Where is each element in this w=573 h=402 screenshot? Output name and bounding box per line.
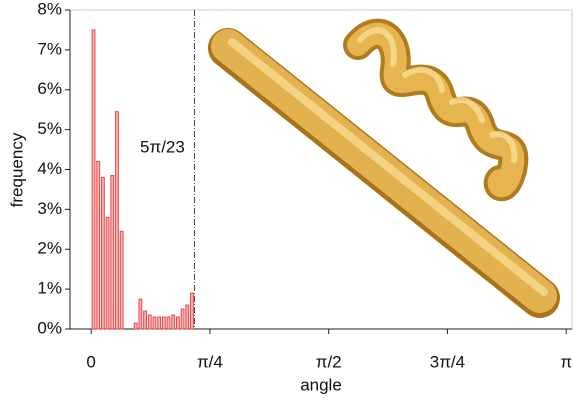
bar	[105, 216, 110, 330]
y-tick-label: 3%	[37, 199, 62, 218]
bar	[119, 230, 124, 330]
bar	[110, 174, 115, 330]
bar	[175, 316, 180, 330]
bar	[100, 176, 105, 330]
y-tick-label: 4%	[37, 159, 62, 178]
x-tick-label: π	[560, 352, 572, 371]
y-tick-label: 5%	[37, 119, 62, 138]
bar	[152, 316, 157, 330]
rod-illustration	[208, 28, 560, 318]
bar	[161, 316, 166, 330]
bar	[147, 314, 152, 330]
bar	[138, 298, 143, 330]
x-tick-label: π/2	[316, 352, 342, 371]
bar	[166, 316, 171, 330]
bar	[157, 316, 162, 330]
bar	[133, 322, 138, 330]
bar	[190, 292, 194, 330]
bar	[180, 308, 185, 330]
bar	[115, 111, 119, 330]
bar	[96, 161, 101, 330]
y-axis-label: frequency	[7, 132, 26, 207]
reference-label: 5π/23	[140, 137, 185, 156]
x-tick-label: 3π/4	[430, 352, 465, 371]
x-tick-label: 0	[86, 352, 95, 371]
y-tick-label: 1%	[37, 279, 62, 298]
bar	[171, 314, 176, 330]
y-tick-label: 0%	[37, 318, 62, 337]
bar	[185, 304, 190, 330]
x-axis-label: angle	[300, 375, 342, 394]
y-tick-label: 8%	[37, 0, 62, 18]
bar	[91, 29, 96, 330]
helix-illustration	[343, 18, 529, 202]
x-tick-label: π/4	[197, 352, 223, 371]
y-tick-label: 7%	[37, 39, 62, 58]
y-tick-label: 2%	[37, 239, 62, 258]
y-tick-label: 6%	[37, 79, 62, 98]
bar	[143, 310, 147, 330]
